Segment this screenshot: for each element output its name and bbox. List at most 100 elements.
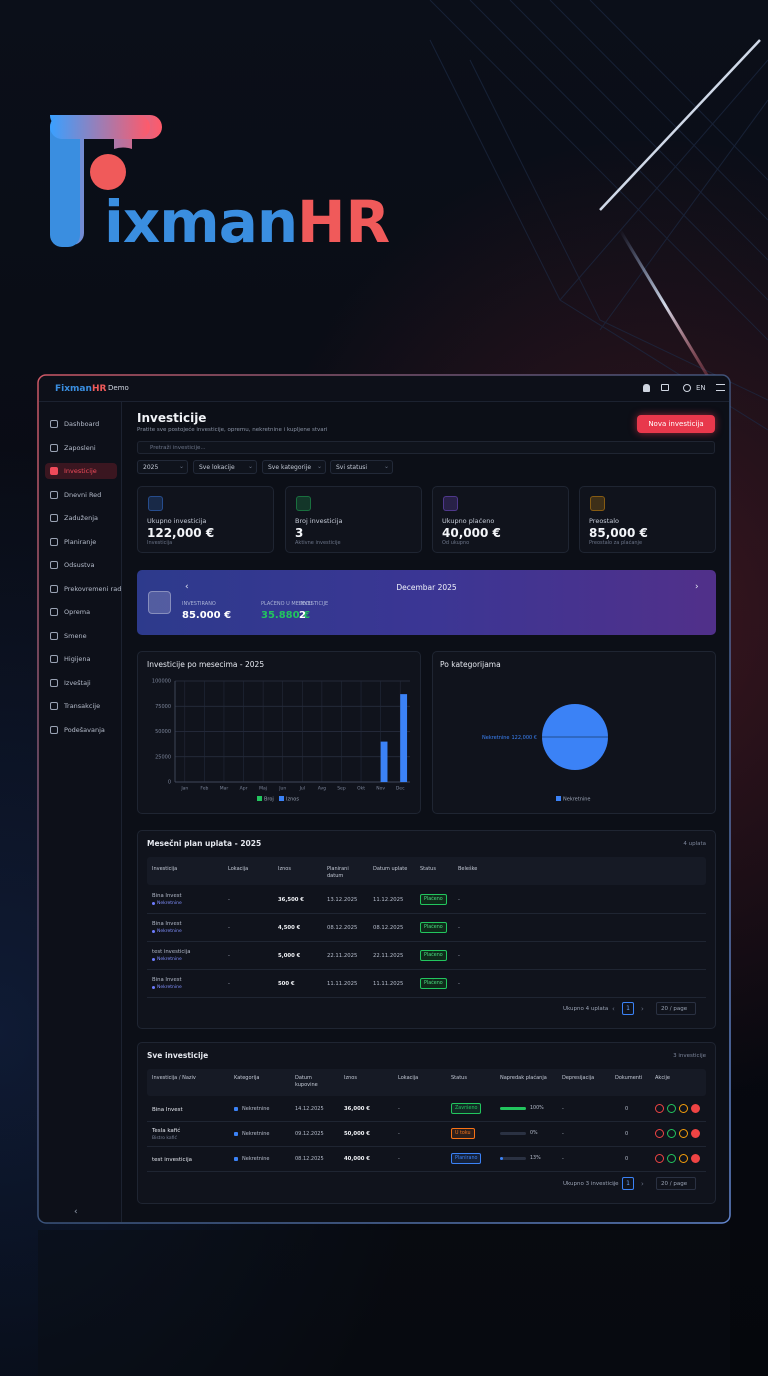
sidebar-item[interactable]: Odsustva	[45, 557, 117, 573]
action-button[interactable]	[655, 1129, 664, 1138]
plan-header-row	[147, 857, 706, 885]
banner-icon	[148, 591, 171, 614]
sidebar-item[interactable]: Transakcije	[45, 698, 117, 714]
legend-swatch	[257, 796, 262, 801]
pager-next[interactable]: ›	[641, 1005, 644, 1013]
topbar-brand: Fixman	[55, 384, 92, 394]
action-button[interactable]	[691, 1154, 700, 1163]
topbar-user: Demo	[108, 384, 129, 392]
sidebar-item[interactable]: Dnevni Red	[45, 487, 117, 503]
amount: 36,000 €	[344, 1106, 370, 1112]
x-tick-label: Feb	[200, 786, 208, 792]
pager-prev[interactable]: ‹	[612, 1180, 615, 1188]
plan-cell: 36,500 €	[278, 897, 304, 903]
new-button[interactable]: Nova investicija	[637, 415, 715, 433]
sidebar-icon	[50, 467, 58, 475]
plan-cell: -	[458, 981, 460, 987]
sidebar-item[interactable]: Zaposleni	[45, 440, 117, 456]
stat-value: 85,000 €	[589, 526, 648, 540]
pager-page[interactable]: 1	[622, 1002, 634, 1015]
status-badge: Plaćeno	[420, 950, 447, 961]
legend-label: Nekretnine	[563, 797, 591, 803]
banner-month: Decembar 2025	[396, 583, 457, 592]
topbar	[39, 376, 729, 402]
filter[interactable]: Sve lokacije ⌄	[193, 460, 257, 474]
stat-note: Investicija	[147, 540, 173, 546]
next-month[interactable]: ›	[695, 582, 699, 592]
sidebar-item[interactable]: Dashboard	[45, 416, 117, 432]
legend-swatch	[556, 796, 561, 801]
location: -	[398, 1106, 400, 1112]
action-button[interactable]	[667, 1104, 676, 1113]
plan-cell: Bina Invest	[152, 977, 182, 983]
globe-icon[interactable]	[683, 384, 691, 392]
plan-cell: 08.12.2025	[327, 925, 358, 931]
sidebar-item[interactable]: Podešavanja	[45, 722, 117, 738]
filter[interactable]: 2025 ⌄	[137, 460, 188, 474]
progress-bar	[500, 1157, 504, 1160]
all-row-divider	[147, 1146, 706, 1147]
filter-caret: ⌄	[179, 463, 185, 470]
action-button[interactable]	[679, 1129, 688, 1138]
sidebar-item[interactable]: Planiranje	[45, 534, 117, 550]
plan-sub-dot	[152, 902, 155, 905]
sidebar-item[interactable]: Oprema	[45, 604, 117, 620]
y-tick-label: 75000	[155, 704, 171, 710]
pager-size[interactable]: 20 / page	[656, 1177, 696, 1190]
sidebar-item[interactable]: Izveštaji	[45, 675, 117, 691]
pager-prev[interactable]: ‹	[612, 1005, 615, 1013]
action-button[interactable]	[679, 1104, 688, 1113]
filter-label: Svi statusi	[336, 464, 368, 471]
bell-icon[interactable]	[643, 384, 650, 392]
filter-caret: ⌄	[384, 463, 390, 470]
status-badge: Planirano	[451, 1153, 482, 1164]
filter[interactable]: Sve kategorije ⌄	[262, 460, 326, 474]
pager-size[interactable]: 20 / page	[656, 1002, 696, 1015]
action-button[interactable]	[691, 1129, 700, 1138]
all-header: Datum kupovine	[295, 1075, 318, 1088]
prev-month[interactable]: ‹	[185, 582, 189, 592]
status-badge: Završeno	[451, 1103, 482, 1114]
plan-cell: 4,500 €	[278, 925, 301, 931]
action-button[interactable]	[667, 1154, 676, 1163]
plan-header: Planirani datum	[327, 866, 349, 879]
x-tick-label: Jul	[299, 786, 305, 792]
pager-next[interactable]: ›	[641, 1180, 644, 1188]
collapse[interactable]: ‹	[74, 1207, 78, 1217]
lang[interactable]: EN	[696, 384, 706, 392]
sidebar-icon	[50, 725, 58, 734]
sidebar-label: Zaduženja	[64, 514, 99, 522]
sidebar-label: Zaposleni	[64, 443, 96, 452]
plan-cell: -	[458, 925, 460, 931]
action-button[interactable]	[679, 1154, 688, 1163]
all-header-row	[147, 1069, 706, 1096]
filter[interactable]: Svi statusi ⌄	[330, 460, 393, 474]
calendar-icon[interactable]	[661, 384, 669, 391]
category-dot	[234, 1132, 238, 1136]
x-tick-label: Maj	[259, 786, 267, 792]
category-dot	[234, 1107, 238, 1111]
bar	[400, 694, 408, 782]
logo-accent: HR	[297, 188, 391, 256]
sidebar-item[interactable]: Investicije	[45, 463, 117, 479]
action-button[interactable]	[655, 1154, 664, 1163]
sidebar-item[interactable]: Zaduženja	[45, 510, 117, 526]
all-header: Iznos	[344, 1075, 357, 1081]
plan-header: Lokacija	[228, 866, 249, 872]
sidebar-item[interactable]: Prekovremeni rad	[45, 581, 121, 597]
stat-icon	[148, 496, 163, 511]
menu-icon[interactable]	[716, 384, 725, 391]
depreciation: -	[562, 1156, 564, 1162]
pager-page[interactable]: 1	[622, 1177, 634, 1190]
legend-label: Broj	[264, 797, 274, 803]
action-button[interactable]	[691, 1104, 700, 1113]
search[interactable]: Pretraži investicije...	[137, 441, 715, 454]
stat-label: Preostalo	[589, 517, 620, 525]
filter-label: Sve lokacije	[199, 464, 235, 471]
sidebar-item[interactable]: Smene	[45, 628, 117, 644]
x-tick-label: Apr	[240, 786, 248, 792]
action-button[interactable]	[667, 1129, 676, 1138]
status-text: U toku	[455, 1131, 471, 1136]
sidebar-item[interactable]: Higijena	[45, 651, 117, 667]
action-button[interactable]	[655, 1104, 664, 1113]
